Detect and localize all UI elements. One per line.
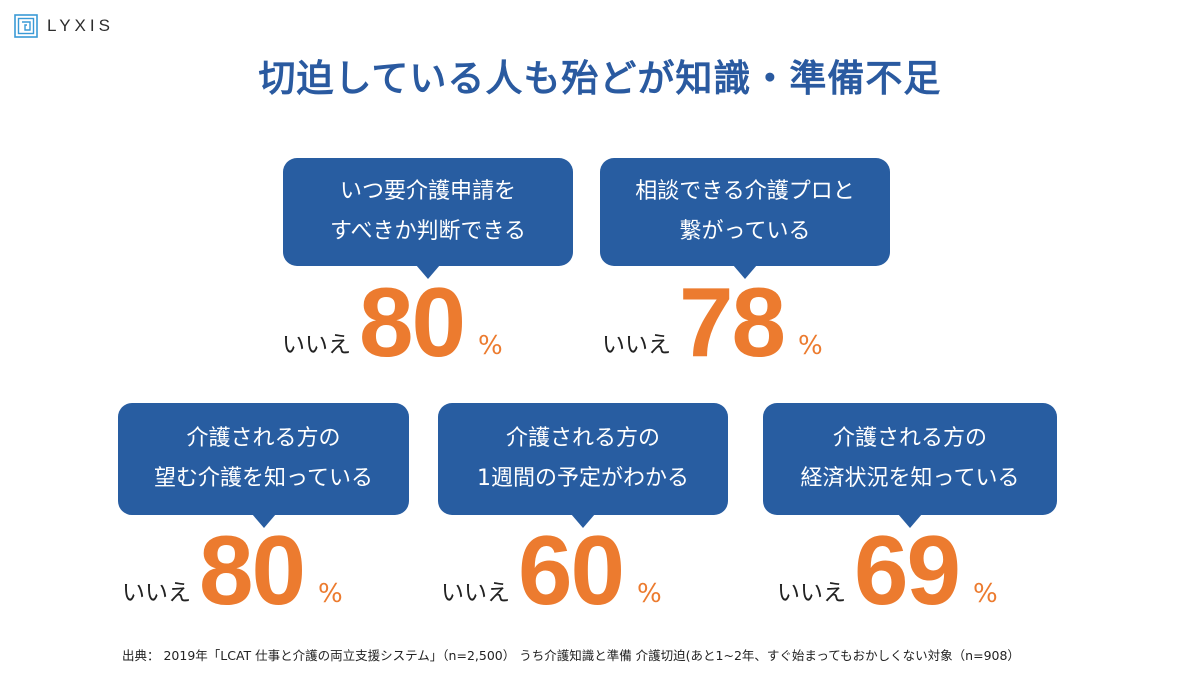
answer-label: いいえ xyxy=(777,580,846,606)
question-bubble-3: 介護される方の 望む介護を知っている xyxy=(118,403,409,528)
question-bubble-5: 介護される方の 経済状況を知っている xyxy=(763,403,1057,528)
question-line-1: 相談できる介護プロと xyxy=(635,179,855,204)
question-line-2: すべきか判断できる xyxy=(329,219,527,244)
percentage-value: 69 xyxy=(854,515,961,625)
question-line-2: 経済状況を知っている xyxy=(800,466,1020,491)
stat-3: いいえ 80 % xyxy=(122,515,343,625)
question-line-2: 繋がっている xyxy=(679,219,811,244)
question-line-1: 介護される方の xyxy=(832,426,987,451)
stat-4: いいえ 60 % xyxy=(441,515,662,625)
question-bubble-1: いつ要介護申請を すべきか判断できる xyxy=(283,158,573,279)
question-line-1: いつ要介護申請を xyxy=(339,179,516,204)
question-bubble-4: 介護される方の 1週間の予定がわかる xyxy=(438,403,728,528)
page-title: 切迫している人も殆どが知識・準備不足 xyxy=(258,56,942,100)
answer-label: いいえ xyxy=(122,580,191,606)
stat-2: いいえ 78 % xyxy=(602,267,823,377)
brand-name: LYXIS xyxy=(47,16,114,35)
question-line-2: 1週間の予定がわかる xyxy=(477,466,689,491)
square-spiral-logo-icon xyxy=(14,14,38,38)
question-bubble-2: 相談できる介護プロと 繋がっている xyxy=(600,158,890,279)
percentage-value: 80 xyxy=(199,515,306,625)
answer-label: いいえ xyxy=(441,580,510,606)
stat-1: いいえ 80 % xyxy=(282,267,503,377)
brand-logo: LYXIS xyxy=(14,14,114,38)
source-note: 出典： 2019年「LCAT 仕事と介護の両立支援システム」（n=2,500） … xyxy=(122,648,1020,663)
answer-label: いいえ xyxy=(602,332,671,358)
question-line-2: 望む介護を知っている xyxy=(154,466,373,491)
question-line-1: 介護される方の xyxy=(186,426,341,451)
answer-label: いいえ xyxy=(282,332,351,358)
percent-unit: % xyxy=(478,331,503,361)
stat-5: いいえ 69 % xyxy=(777,515,998,625)
percentage-value: 80 xyxy=(359,267,466,377)
question-line-1: 介護される方の xyxy=(505,426,660,451)
percent-unit: % xyxy=(798,331,823,361)
percentage-value: 78 xyxy=(679,267,786,377)
percent-unit: % xyxy=(973,579,998,609)
percent-unit: % xyxy=(637,579,662,609)
percent-unit: % xyxy=(318,579,343,609)
percentage-value: 60 xyxy=(518,515,625,625)
